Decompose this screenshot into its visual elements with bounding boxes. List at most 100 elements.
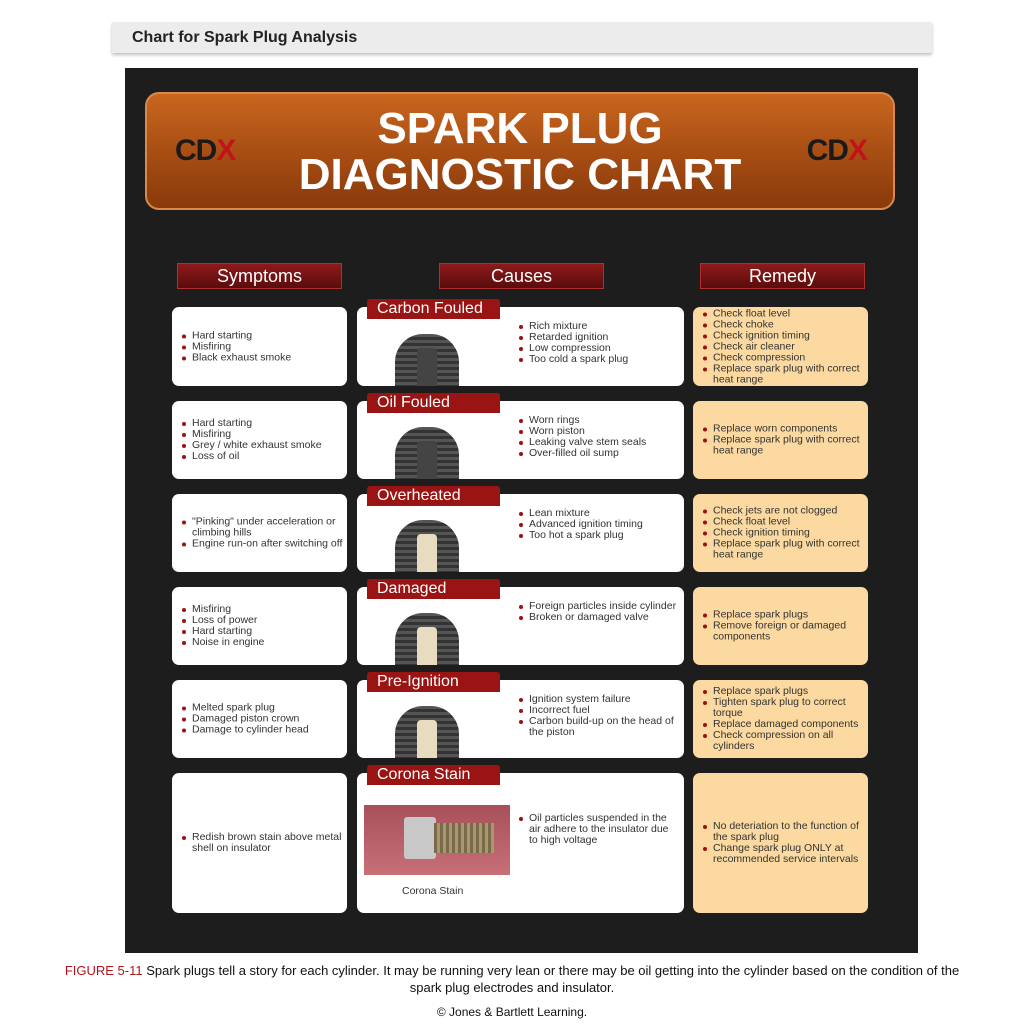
- symptoms-item: Hard starting: [178, 330, 343, 341]
- spark-plug-image: [395, 613, 459, 665]
- symptoms-list: Misfiring Loss of power Hard starting Noise…: [178, 604, 343, 648]
- remedy-box: Replace worn components Replace spark plu…: [693, 401, 868, 479]
- remedy-list: Check jets are not clogged Check float le…: [699, 505, 864, 561]
- column-header-remedy: Remedy: [700, 263, 865, 289]
- causes-item: Leaking valve stem seals: [515, 437, 678, 448]
- symptoms-list: Redish brown stain above metal shell on …: [178, 832, 343, 854]
- chart-banner: CDX SPARK PLUG DIAGNOSTIC CHART CDX: [145, 92, 895, 210]
- banner-title: SPARK PLUG DIAGNOSTIC CHART: [298, 104, 742, 199]
- remedy-item: Check jets are not clogged: [699, 505, 864, 517]
- causes-list: Worn rings Worn piston Leaking valve stem …: [515, 415, 678, 459]
- remedy-item: Check float level: [699, 308, 864, 319]
- symptoms-item: Damaged piston crown: [178, 713, 343, 725]
- causes-list: Foreign particles inside cylinder Broken …: [515, 601, 678, 623]
- diagnostic-row: Hard starting Misfiring Black exhaust smok…: [172, 299, 868, 386]
- causes-box: Rich mixture Retarded ignition Low compres…: [357, 307, 684, 386]
- symptoms-item: Grey / white exhaust smoke: [178, 440, 343, 451]
- remedy-item: Replace spark plug with correct heat ran…: [699, 363, 864, 385]
- symptoms-item: Misfiring: [178, 604, 343, 615]
- symptoms-list: Hard starting Misfiring Black exhaust smok…: [178, 330, 343, 363]
- spark-plug-image: [395, 520, 459, 572]
- symptoms-box: Melted spark plug Damaged piston crown Dam…: [172, 680, 347, 758]
- causes-item: Broken or damaged valve: [515, 612, 678, 623]
- cdx-logo-right: CDX: [806, 134, 868, 167]
- remedy-item: Tighten spark plug to correct torque: [699, 697, 864, 719]
- causes-box: Worn rings Worn piston Leaking valve stem …: [357, 401, 684, 479]
- remedy-item: Remove foreign or damaged components: [699, 620, 864, 643]
- causes-item: Over-filled oil sump: [515, 448, 678, 459]
- corona-stain-photo: [364, 805, 510, 875]
- symptoms-item: Misfiring: [178, 429, 343, 440]
- remedy-box: Check jets are not clogged Check float le…: [693, 494, 868, 572]
- causes-list: Rich mixture Retarded ignition Low compres…: [515, 321, 678, 365]
- remedy-item: No deteriation to the function of the sp…: [699, 821, 864, 843]
- causes-box: Corona Stain Oil particles suspended in t…: [357, 773, 684, 913]
- figure-caption: FIGURE 5-11 Spark plugs tell a story for…: [64, 963, 960, 995]
- diagnostic-row: Melted spark plug Damaged piston crown Dam…: [172, 672, 868, 758]
- causes-item: Worn rings: [515, 415, 678, 426]
- condition-label: Oil Fouled: [367, 393, 500, 413]
- causes-item: Worn piston: [515, 426, 678, 437]
- symptoms-item: Black exhaust smoke: [178, 352, 343, 363]
- symptoms-item: Melted spark plug: [178, 702, 343, 714]
- symptoms-list: Melted spark plug Damaged piston crown Dam…: [178, 702, 343, 736]
- remedy-list: Replace spark plugs Remove foreign or dam…: [699, 609, 864, 643]
- page-title: Chart for Spark Plug Analysis: [112, 22, 932, 53]
- remedy-list: Replace spark plugs Tighten spark plug to…: [699, 686, 864, 752]
- causes-box: Ignition system failure Incorrect fuel Car…: [357, 680, 684, 758]
- spark-plug-image: [395, 427, 459, 479]
- symptoms-item: Loss of oil: [178, 451, 343, 462]
- symptoms-item: Hard starting: [178, 626, 343, 637]
- symptoms-box: Hard starting Misfiring Black exhaust smok…: [172, 307, 347, 386]
- causes-list: Oil particles suspended in the air adher…: [515, 813, 678, 846]
- remedy-item: Replace worn components: [699, 423, 864, 435]
- spark-plug-image: [395, 334, 459, 386]
- remedy-item: Check ignition timing: [699, 330, 864, 341]
- diagnostic-row: Misfiring Loss of power Hard starting Noise…: [172, 579, 868, 665]
- remedy-item: Replace spark plug with correct heat ran…: [699, 538, 864, 561]
- causes-item: Oil particles suspended in the air adher…: [515, 813, 678, 846]
- remedy-item: Replace spark plugs: [699, 686, 864, 697]
- photo-label: Corona Stain: [402, 885, 464, 897]
- spark-plug-image: [395, 706, 459, 758]
- causes-item: Too cold a spark plug: [515, 354, 678, 365]
- causes-item: Carbon build-up on the head of the pisto…: [515, 716, 678, 738]
- symptoms-item: Redish brown stain above metal shell on …: [178, 832, 343, 854]
- symptoms-box: Hard starting Misfiring Grey / white exhau…: [172, 401, 347, 479]
- symptoms-item: Misfiring: [178, 341, 343, 352]
- symptoms-item: Engine run-on after switching off: [178, 538, 343, 550]
- diagnostic-row: Redish brown stain above metal shell on …: [172, 765, 868, 913]
- condition-label: Corona Stain: [367, 765, 500, 785]
- remedy-list: No deteriation to the function of the sp…: [699, 821, 864, 865]
- remedy-box: Replace spark plugs Tighten spark plug to…: [693, 680, 868, 758]
- diagnostic-row: "Pinking" under acceleration or climbing…: [172, 486, 868, 572]
- symptoms-item: Damage to cylinder head: [178, 724, 343, 736]
- remedy-item: Change spark plug ONLY at recommended se…: [699, 843, 864, 865]
- symptoms-item: "Pinking" under acceleration or climbing…: [178, 516, 343, 539]
- causes-item: Ignition system failure: [515, 694, 678, 705]
- causes-item: Incorrect fuel: [515, 705, 678, 716]
- causes-box: Foreign particles inside cylinder Broken …: [357, 587, 684, 665]
- symptoms-list: "Pinking" under acceleration or climbing…: [178, 516, 343, 550]
- causes-list: Lean mixture Advanced ignition timing Too …: [515, 508, 678, 541]
- remedy-list: Check float level Check choke Check igniti…: [699, 308, 864, 385]
- symptoms-box: "Pinking" under acceleration or climbing…: [172, 494, 347, 572]
- remedy-item: Check ignition timing: [699, 527, 864, 539]
- remedy-item: Check compression on all cylinders: [699, 730, 864, 752]
- causes-box: Lean mixture Advanced ignition timing Too …: [357, 494, 684, 572]
- remedy-item: Check compression: [699, 352, 864, 363]
- symptoms-item: Hard starting: [178, 418, 343, 429]
- remedy-item: Replace spark plug with correct heat ran…: [699, 434, 864, 457]
- diagnostic-row: Hard starting Misfiring Grey / white exhau…: [172, 393, 868, 479]
- remedy-box: Replace spark plugs Remove foreign or dam…: [693, 587, 868, 665]
- remedy-item: Check float level: [699, 516, 864, 528]
- condition-label: Overheated: [367, 486, 500, 506]
- column-header-causes: Causes: [439, 263, 604, 289]
- remedy-box: No deteriation to the function of the sp…: [693, 773, 868, 913]
- causes-item: Lean mixture: [515, 508, 678, 519]
- condition-label: Pre-Ignition: [367, 672, 500, 692]
- cdx-logo-left: CDX: [175, 134, 236, 167]
- condition-label: Damaged: [367, 579, 500, 599]
- causes-item: Advanced ignition timing: [515, 519, 678, 530]
- remedy-list: Replace worn components Replace spark plu…: [699, 423, 864, 457]
